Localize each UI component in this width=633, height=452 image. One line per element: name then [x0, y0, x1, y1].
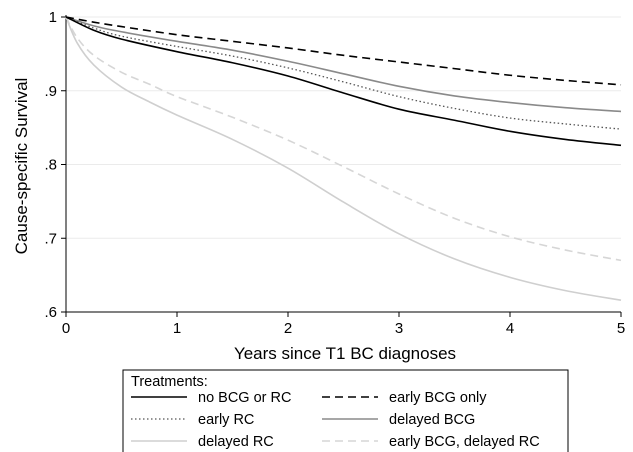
- series-line-5: [65, 16, 622, 262]
- legend-title: Treatments:: [131, 374, 208, 390]
- x-tick-label: 0: [62, 320, 70, 337]
- x-tick-label: 1: [173, 320, 181, 337]
- y-tick-label: .6: [44, 304, 57, 321]
- legend-items: no BCG or RC early BCG only early RC delaye…: [131, 390, 540, 450]
- series-line-4: [65, 16, 622, 301]
- y-tick-label: .8: [44, 157, 57, 174]
- legend-label-5: early BCG, delayed RC: [389, 434, 540, 450]
- legend-label-1: early BCG only: [389, 390, 487, 406]
- series-line-0: [65, 16, 622, 147]
- x-tick-label: 2: [284, 320, 292, 337]
- legend-label-3: delayed BCG: [389, 412, 475, 428]
- legend: Treatments: no BCG or RC early BCG only ea…: [122, 369, 569, 452]
- y-tick-label: .9: [44, 83, 57, 100]
- x-tick-label: 5: [617, 320, 625, 337]
- legend-label-4: delayed RC: [198, 434, 274, 450]
- x-tick-label: 4: [506, 320, 514, 337]
- series-line-3: [65, 16, 622, 113]
- y-axis-title: Cause-specific Survival: [12, 78, 31, 255]
- series-line-1: [65, 16, 622, 86]
- x-axis-title: Years since T1 BC diagnoses: [234, 344, 456, 363]
- y-tick-label: .7: [44, 230, 57, 247]
- axis-ticks: .6 .7 .8 .9 1 0 1 2 3 4 5: [44, 9, 625, 337]
- series-line-2: [65, 16, 622, 130]
- legend-box: [122, 369, 569, 452]
- legend-label-2: early RC: [198, 412, 254, 428]
- legend-label-0: no BCG or RC: [198, 390, 291, 406]
- y-tick-label: 1: [49, 9, 57, 26]
- series-lines: [65, 16, 622, 301]
- x-tick-label: 3: [395, 320, 403, 337]
